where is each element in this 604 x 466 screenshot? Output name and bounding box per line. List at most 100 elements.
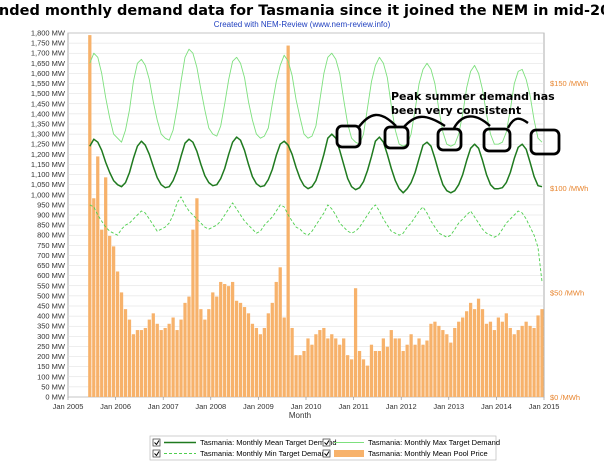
price-bar (262, 327, 266, 397)
chart-title: Trended monthly demand data for Tasmania… (0, 3, 604, 19)
y-tick-label: 1,800 MW (31, 29, 66, 38)
price-bar (449, 342, 453, 397)
price-bar (357, 350, 362, 397)
price-bar (457, 321, 461, 397)
legend-item-min[interactable]: Tasmania: Monthly Min Target Demand (152, 449, 330, 458)
y-tick-label: 1,150 MW (31, 160, 66, 169)
y-tick-label: 550 MW (37, 281, 66, 290)
annotation: Peak summer demand has been very consist… (335, 90, 561, 156)
price-bar (465, 311, 469, 397)
price-bar (123, 309, 128, 397)
price-bar (314, 334, 318, 397)
price-bar (484, 323, 489, 397)
y-tick-label: 900 MW (37, 211, 66, 220)
price-bar (119, 292, 124, 397)
legend-label-price: Tasmania: Monthly Mean Pool Price (368, 449, 488, 458)
y-tick-label: 500 MW (37, 291, 66, 300)
highlight-box-4 (482, 127, 512, 153)
price-bar (96, 156, 100, 397)
price-bar (143, 327, 147, 397)
x-tick-label: Jan 2006 (100, 402, 131, 411)
price-bar (476, 298, 481, 397)
price-bar (179, 319, 183, 397)
price-bar (242, 307, 247, 397)
price-bar (536, 315, 540, 397)
price-bar (104, 177, 108, 397)
highlight-box-1 (335, 124, 362, 149)
y-tick-label: 650 MW (37, 261, 66, 270)
price-bar (294, 355, 298, 397)
y-tick-label: 1,700 MW (31, 49, 66, 58)
legend-label-mean: Tasmania: Monthly Mean Target Demand (200, 438, 337, 447)
price-bar (254, 327, 259, 397)
price-bar (365, 365, 370, 397)
price-bar (199, 309, 203, 397)
price-bar (310, 344, 314, 397)
price-bar (278, 267, 282, 397)
price-bar (266, 313, 270, 397)
legend-checkbox-price[interactable] (322, 449, 331, 458)
annotation-line-1: Peak summer demand has (391, 90, 555, 103)
y-tick-label: 600 MW (37, 271, 66, 280)
price-bar (346, 355, 350, 397)
y-tick-label: 1,350 MW (31, 120, 66, 129)
annotation-arrow-2 (402, 115, 446, 129)
x-tick-label: Jan 2013 (433, 402, 464, 411)
y-right-tick-label: $50 /MWh (550, 288, 584, 297)
price-bar (532, 327, 536, 397)
price-bar (258, 334, 263, 397)
y-tick-label: 1,250 MW (31, 140, 66, 149)
price-bar (508, 327, 512, 397)
highlight-box-3 (436, 127, 463, 152)
price-bar (437, 325, 441, 397)
price-bar (298, 355, 302, 397)
price-bar (139, 330, 144, 397)
price-bar (219, 281, 223, 397)
legend-item-max[interactable]: Tasmania: Monthly Max Target Demand (322, 438, 500, 447)
legend-item-price[interactable]: Tasmania: Monthly Mean Pool Price (322, 449, 488, 458)
price-bar (167, 323, 171, 397)
y-tick-label: 250 MW (37, 342, 66, 351)
price-bar (425, 340, 429, 397)
price-bar (405, 344, 409, 397)
max-demand-line (89, 48, 543, 147)
price-bar (468, 302, 473, 397)
x-axis-label: Month (289, 411, 311, 420)
annotation-arrow-3 (452, 115, 491, 129)
x-tick-label: Jan 2014 (481, 402, 512, 411)
check-icon (324, 451, 330, 457)
price-bar (500, 321, 504, 397)
price-bar (520, 325, 524, 397)
gridlines (68, 32, 544, 398)
price-bar (211, 292, 215, 397)
price-bar (322, 327, 326, 397)
price-bar (528, 325, 532, 397)
price-bar (270, 302, 274, 397)
price-bar (369, 344, 374, 397)
y-tick-label: 1,550 MW (31, 79, 66, 88)
legend-checkbox-mean[interactable] (152, 438, 161, 447)
price-bar (492, 330, 497, 397)
price-bar (230, 281, 235, 397)
y-tick-label: 1,600 MW (31, 69, 66, 78)
price-bar (215, 296, 219, 397)
legend-checkbox-min[interactable] (152, 449, 161, 458)
annotation-line-2: been very consistent (391, 104, 521, 117)
price-bar (111, 246, 116, 397)
price-bar (480, 309, 485, 397)
y-tick-label: 100 MW (37, 372, 66, 381)
price-bar (191, 229, 195, 397)
price-bar (461, 317, 465, 397)
right-axis: $0 /MWh $50 /MWh $100 /MWh $150 /MWh (550, 79, 588, 402)
y-tick-label: 1,000 MW (31, 190, 66, 199)
annotation-arrow-1 (357, 113, 397, 129)
legend-checkbox-max[interactable] (322, 438, 331, 447)
y-tick-label: 1,750 MW (31, 39, 66, 48)
price-bar (175, 330, 179, 397)
price-bar (385, 346, 389, 397)
legend-label-max: Tasmania: Monthly Max Target Demand (368, 438, 500, 447)
legend-item-mean[interactable]: Tasmania: Monthly Mean Target Demand (152, 438, 337, 447)
y-tick-label: 50 MW (41, 382, 66, 391)
